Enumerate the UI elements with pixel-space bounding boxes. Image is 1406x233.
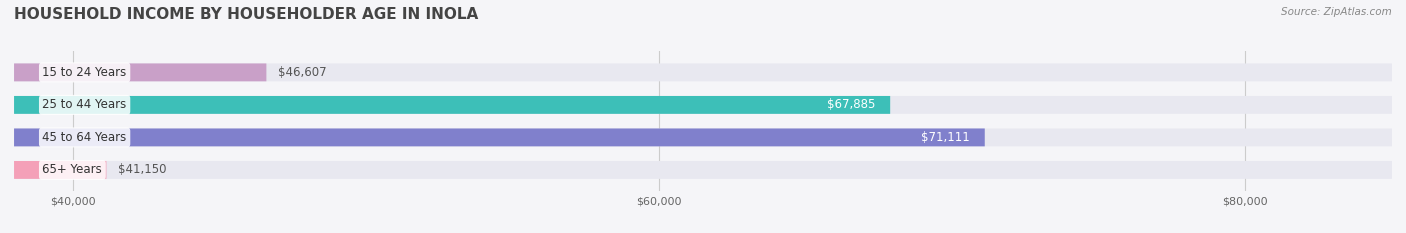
Text: $46,607: $46,607 — [278, 66, 326, 79]
Text: $41,150: $41,150 — [118, 163, 167, 176]
Text: $67,885: $67,885 — [827, 98, 876, 111]
FancyBboxPatch shape — [14, 63, 266, 81]
Text: Source: ZipAtlas.com: Source: ZipAtlas.com — [1281, 7, 1392, 17]
Text: $71,111: $71,111 — [921, 131, 970, 144]
Text: HOUSEHOLD INCOME BY HOUSEHOLDER AGE IN INOLA: HOUSEHOLD INCOME BY HOUSEHOLDER AGE IN I… — [14, 7, 478, 22]
FancyBboxPatch shape — [14, 96, 1392, 114]
FancyBboxPatch shape — [14, 128, 984, 146]
Text: 65+ Years: 65+ Years — [42, 163, 103, 176]
FancyBboxPatch shape — [14, 96, 890, 114]
Text: 15 to 24 Years: 15 to 24 Years — [42, 66, 127, 79]
Text: 45 to 64 Years: 45 to 64 Years — [42, 131, 127, 144]
FancyBboxPatch shape — [14, 161, 1392, 179]
FancyBboxPatch shape — [14, 63, 1392, 81]
Text: 25 to 44 Years: 25 to 44 Years — [42, 98, 127, 111]
FancyBboxPatch shape — [14, 161, 107, 179]
FancyBboxPatch shape — [14, 128, 1392, 146]
